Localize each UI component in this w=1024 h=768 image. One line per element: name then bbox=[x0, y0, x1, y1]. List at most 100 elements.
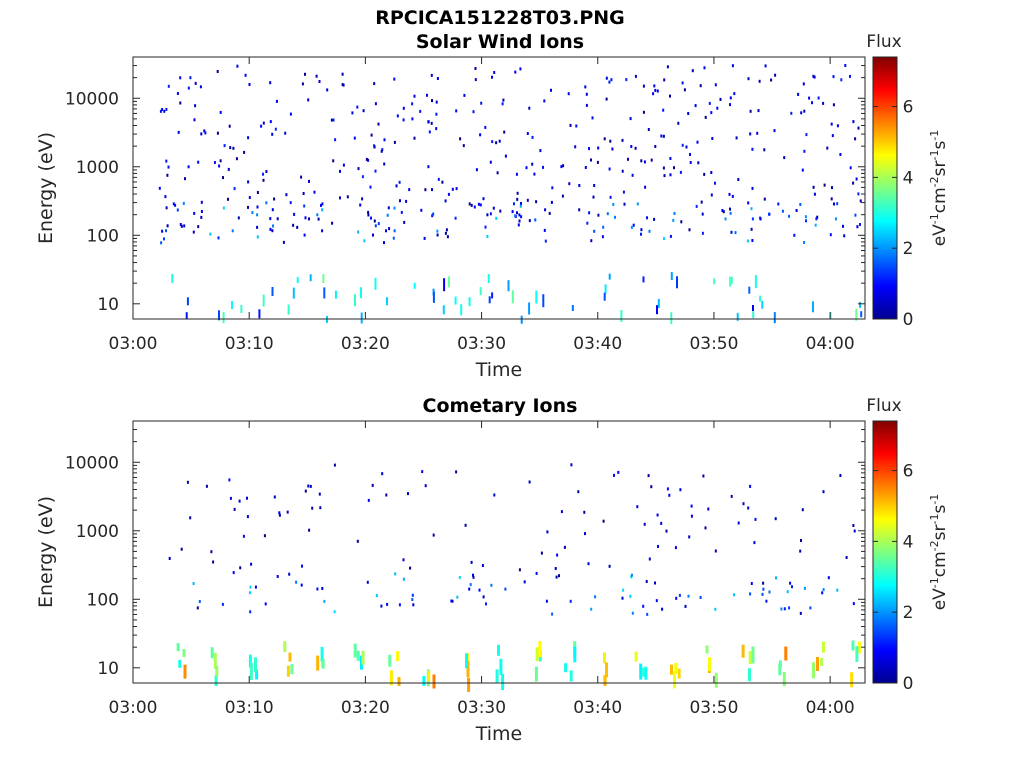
spectrogram-cell bbox=[816, 657, 819, 671]
spectrogram-cell bbox=[730, 276, 733, 284]
spectrogram-cell bbox=[273, 197, 276, 201]
colorbar-title: Flux bbox=[866, 396, 901, 416]
spectrogram-cell bbox=[455, 109, 458, 113]
spectrogram-cell bbox=[817, 96, 820, 100]
spectrogram-cell bbox=[470, 203, 473, 207]
spectrogram-cell bbox=[843, 234, 846, 238]
spectrogram-cell bbox=[256, 235, 259, 239]
colorbar-tick-label: 0 bbox=[903, 674, 914, 694]
spectrogram-cell bbox=[703, 172, 706, 176]
spectrogram-cell bbox=[165, 159, 168, 163]
spectrogram-cell bbox=[854, 213, 857, 217]
spectrogram-cell bbox=[630, 145, 633, 148]
spectrogram-cell bbox=[213, 161, 216, 164]
spectrogram-cell bbox=[354, 294, 356, 307]
spectrogram-cell bbox=[366, 580, 369, 584]
spectrogram-cell bbox=[436, 229, 439, 233]
spectrogram-cell bbox=[482, 595, 485, 599]
spectrogram-cell bbox=[605, 97, 608, 101]
spectrogram-cell bbox=[451, 187, 454, 191]
spectrogram-cell bbox=[710, 171, 713, 174]
spectrogram-cell bbox=[756, 131, 759, 135]
spectrogram-cell bbox=[696, 140, 699, 144]
spectrogram-cell bbox=[650, 485, 653, 489]
spectrogram-cell bbox=[777, 202, 780, 206]
spectrogram-cell bbox=[301, 82, 304, 86]
spectrogram-cell bbox=[608, 80, 611, 84]
spectrogram-cell bbox=[341, 83, 344, 87]
spectrogram-cell bbox=[523, 580, 526, 584]
spectrogram-cell bbox=[758, 79, 761, 83]
spectrogram-cell bbox=[255, 669, 259, 680]
spectrogram-cell bbox=[588, 211, 591, 215]
spectrogram-cell bbox=[778, 660, 782, 669]
spectrogram-cell bbox=[200, 210, 203, 213]
spectrogram-cell bbox=[673, 671, 676, 689]
spectrogram-cell bbox=[387, 206, 390, 210]
spectrogram-cell bbox=[311, 506, 314, 510]
spectrogram-cell bbox=[747, 77, 750, 81]
spectrogram-cell bbox=[630, 575, 633, 579]
spectrogram-cell bbox=[356, 650, 360, 661]
spectrogram-cell bbox=[432, 533, 435, 537]
spectrogram-cell bbox=[594, 595, 597, 599]
spectrogram-cell bbox=[284, 131, 287, 135]
spectrogram-cell bbox=[283, 641, 287, 653]
spectrogram-cell bbox=[690, 514, 693, 518]
spectrogram-cell bbox=[780, 607, 783, 611]
spectrogram-cell bbox=[519, 67, 522, 71]
spectrogram-cell bbox=[528, 302, 531, 315]
spectrogram-cell bbox=[680, 220, 683, 224]
spectrogram-cell bbox=[432, 291, 435, 303]
spectrogram-cell bbox=[593, 184, 596, 187]
colorbar-tick-label: 0 bbox=[903, 310, 914, 330]
spectrogram-cell bbox=[199, 85, 202, 89]
spectrogram-cell bbox=[463, 93, 466, 97]
spectrogram-cell bbox=[749, 484, 752, 488]
spectrogram-cell bbox=[812, 74, 815, 78]
spectrogram-cell bbox=[640, 159, 643, 163]
spectrogram-cell bbox=[819, 657, 823, 666]
spectrogram-cell bbox=[567, 92, 570, 96]
spectrogram-cell bbox=[194, 104, 197, 108]
spectrogram-cell bbox=[687, 112, 690, 115]
spectrogram-cell bbox=[427, 671, 431, 682]
spectrogram-cell bbox=[731, 64, 734, 68]
spectrogram-cell bbox=[563, 545, 566, 549]
spectrogram-cell bbox=[495, 216, 498, 220]
spectrogram-cell bbox=[495, 669, 499, 683]
spectrogram-cell bbox=[617, 470, 620, 474]
spectrogram-cell bbox=[265, 170, 268, 173]
x-ticks: 03:00 03:10 03:20 03:30 03:40 03:50 04:00 bbox=[109, 57, 855, 354]
spectrogram-cell bbox=[602, 519, 605, 523]
spectrogram-cell bbox=[192, 582, 195, 585]
x-tick-label: 04:00 bbox=[806, 698, 855, 718]
spectrogram-cell bbox=[187, 165, 190, 169]
spectrogram-cell bbox=[533, 172, 536, 176]
spectrogram-cell bbox=[420, 208, 423, 212]
spectrogram-cell bbox=[741, 644, 745, 658]
spectrogram-cell bbox=[488, 296, 491, 304]
spectrogram-cell bbox=[367, 210, 370, 214]
spectrogram-cell bbox=[747, 506, 750, 510]
spectrogram-cell bbox=[331, 221, 334, 225]
spectrogram-cell bbox=[474, 67, 477, 70]
spectrogram-cell bbox=[293, 212, 296, 216]
spectrogram-cell bbox=[662, 134, 665, 138]
spectrogram-cell bbox=[369, 185, 372, 189]
spectrogram-cell bbox=[243, 150, 246, 154]
spectrogram-cell bbox=[412, 603, 415, 607]
spectrogram-cell bbox=[596, 160, 599, 164]
spectrogram-cell bbox=[699, 596, 702, 599]
spectrogram-cell bbox=[803, 109, 806, 113]
spectrogram-cell bbox=[262, 178, 265, 182]
spectrogram-cell bbox=[514, 70, 517, 74]
spectrogram-cell bbox=[303, 204, 306, 208]
spectrogram-cell bbox=[333, 463, 336, 467]
spectrogram-cell bbox=[660, 134, 663, 138]
spectrogram-cell bbox=[564, 663, 568, 673]
spectrogram-cell bbox=[479, 133, 482, 137]
spectrogram-cell bbox=[675, 596, 678, 600]
spectrogram-cell bbox=[180, 547, 183, 551]
